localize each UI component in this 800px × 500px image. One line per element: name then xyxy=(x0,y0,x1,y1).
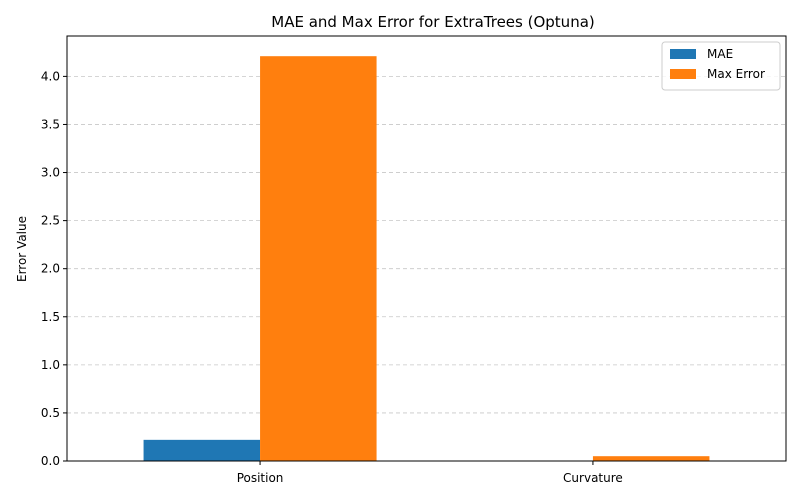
legend-swatch xyxy=(670,69,696,79)
x-ticks: Position Curvature xyxy=(237,461,623,485)
bar-max-error-position xyxy=(260,56,377,461)
y-tick-label: 0.0 xyxy=(41,454,60,468)
grid-lines xyxy=(67,75,786,414)
x-tick-label: Position xyxy=(237,471,284,485)
y-ticks: 0.0 0.5 1.0 1.5 2.0 2.5 3.0 3.5 4.0 xyxy=(41,69,67,468)
y-tick-label: 1.5 xyxy=(41,310,60,324)
axes xyxy=(66,35,787,462)
y-tick-label: 3.0 xyxy=(41,166,60,180)
bar-mae-position xyxy=(143,439,261,461)
legend-label: Max Error xyxy=(707,67,765,81)
y-tick-label: 4.0 xyxy=(41,69,60,83)
legend: MAE Max Error xyxy=(661,41,781,91)
chart-title: MAE and Max Error for ExtraTrees (Optuna… xyxy=(271,13,595,31)
legend-label: MAE xyxy=(707,47,733,61)
bar-max-error-curvature xyxy=(592,456,710,461)
legend-swatch xyxy=(670,49,696,59)
plot-frame xyxy=(66,35,787,462)
y-tick-label: 0.5 xyxy=(41,406,60,420)
y-tick-label: 1.0 xyxy=(41,358,60,372)
y-tick-label: 2.5 xyxy=(41,214,60,228)
y-axis-label: Error Value xyxy=(15,216,29,282)
bars xyxy=(143,56,710,461)
y-tick-label: 3.5 xyxy=(41,117,60,131)
y-tick-label: 2.0 xyxy=(41,262,60,276)
x-tick-label: Curvature xyxy=(563,471,623,485)
